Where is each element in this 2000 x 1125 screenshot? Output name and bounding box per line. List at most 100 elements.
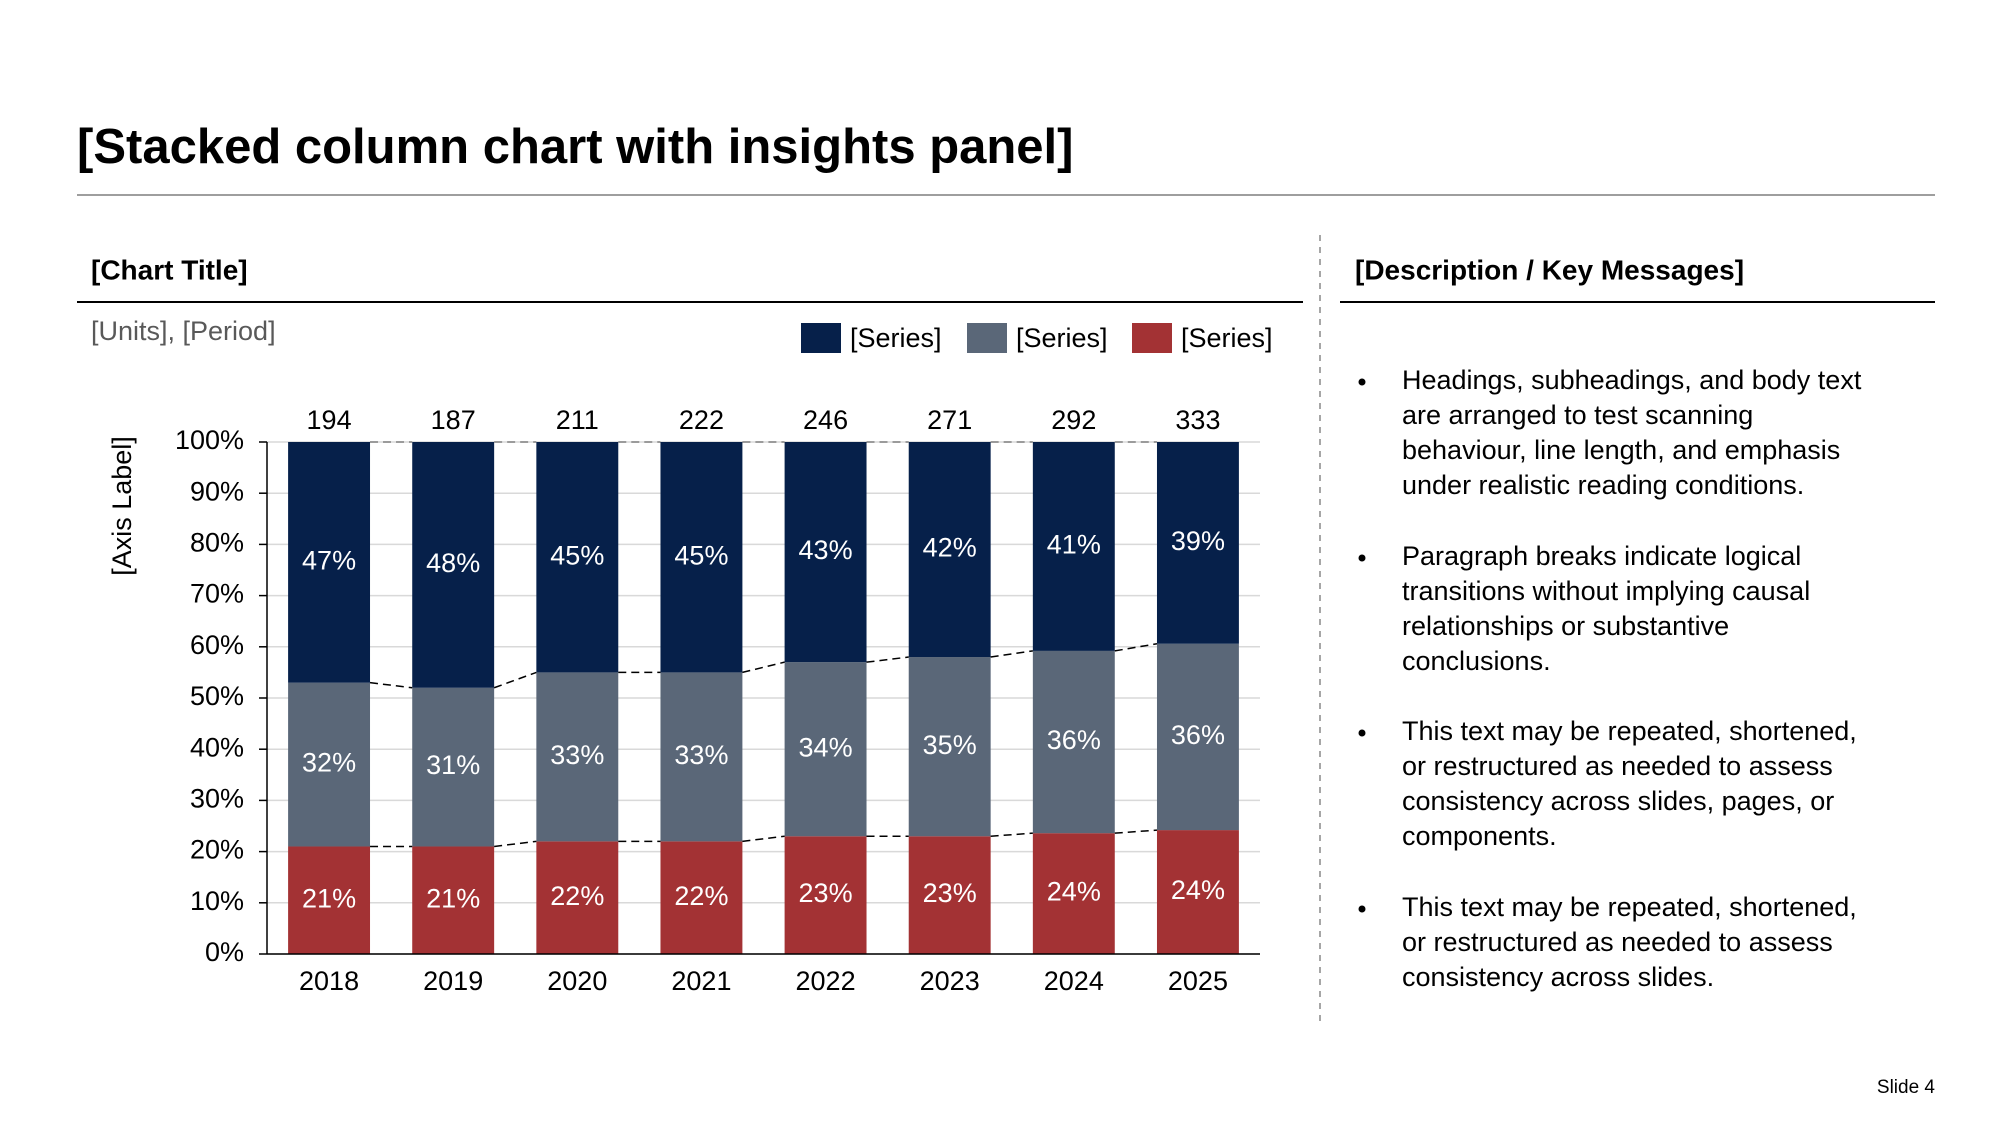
y-tick-label: 30% [190,784,244,814]
data-label: 21% [302,883,356,913]
data-label: 32% [302,748,356,778]
bar-segment [1032,833,1115,954]
total-label: 222 [679,405,724,435]
total-label: 292 [1051,405,1096,435]
data-label: 47% [302,545,356,575]
data-label: 41% [1047,530,1101,560]
data-label: 45% [550,540,604,570]
bar-segment [784,662,867,837]
total-label: 194 [307,405,352,435]
y-tick-label: 20% [190,835,244,865]
bar-segment [908,657,991,837]
bullet-dot [1358,905,1366,913]
data-label: 23% [799,878,853,908]
bullet-text: components. [1402,821,1557,851]
data-label: 35% [923,730,977,760]
bullet-dot [1358,378,1366,386]
bar-segment [784,442,867,663]
data-label: 36% [1047,725,1101,755]
bar-segment [412,687,495,847]
legend-swatch [967,323,1007,353]
connector [1114,642,1158,652]
bullet-dot [1358,729,1366,737]
bar-segment [288,682,371,847]
y-tick-label: 100% [175,425,244,455]
y-tick-label: 70% [190,579,244,609]
chart-title: [Chart Title] [91,254,248,285]
connector [990,832,1033,837]
bar-segment [536,672,619,842]
slide-number: Slide 4 [1877,1077,1936,1098]
data-label: 24% [1171,875,1225,905]
bullet-text: behaviour, line length, and emphasis [1402,435,1840,465]
bullet-text: This text may be repeated, shortened, [1402,892,1857,922]
bar-segment [784,836,867,954]
total-label: 187 [431,405,476,435]
total-label: 211 [556,405,599,435]
bullet-text: Paragraph breaks indicate logical [1402,541,1801,571]
bar-segment [288,846,371,954]
y-tick-label: 60% [190,630,244,660]
data-label: 31% [426,750,480,780]
data-label: 23% [923,878,977,908]
bar-segment [908,836,991,954]
bar-segment [536,841,619,954]
bar-segment [1032,650,1115,834]
data-label: 22% [674,881,728,911]
x-tick-label: 2022 [796,966,856,996]
y-tick-label: 0% [205,937,244,967]
bar-segment [1032,442,1115,651]
bullet-text: consistency across slides, pages, or [1402,786,1834,816]
bar-segment [536,442,619,673]
x-tick-label: 2021 [671,966,731,996]
y-tick-label: 50% [190,681,244,711]
total-label: 271 [927,405,972,435]
x-tick-label: 2024 [1044,966,1104,996]
bar-segment [1156,442,1239,644]
data-label: 39% [1171,526,1225,556]
bullet-text: are arranged to test scanning [1402,400,1753,430]
data-label: 43% [799,535,853,565]
data-label: 22% [550,881,604,911]
bullet-text: transitions without implying causal [1402,576,1810,606]
data-label: 34% [799,732,853,762]
bullet-text: This text may be repeated, shortened, [1402,716,1857,746]
total-label: 333 [1175,405,1220,435]
y-tick-label: 80% [190,528,244,558]
data-label: 21% [426,883,480,913]
connector [742,835,785,843]
x-tick-label: 2023 [920,966,980,996]
bullet-text: or restructured as needed to assess [1402,751,1833,781]
slide-title: [Stacked column chart with insights pane… [77,120,1074,174]
legend-swatch [801,323,841,353]
data-label: 45% [674,540,728,570]
bar-segment [1156,643,1239,831]
connector [369,681,413,689]
bar-segment [412,846,495,954]
connector [493,671,537,689]
connector [742,661,785,674]
x-tick-label: 2018 [299,966,359,996]
legend-swatch [1132,323,1172,353]
legend-label: [Series] [850,323,942,353]
bar-segment [288,442,371,683]
total-label: 246 [803,405,848,435]
y-tick-label: 40% [190,732,244,762]
connector [990,650,1033,658]
data-label: 24% [1047,877,1101,907]
bullet-dot [1358,554,1366,562]
data-label: 33% [674,740,728,770]
bullet-text: Headings, subheadings, and body text [1402,365,1862,395]
x-tick-label: 2025 [1168,966,1228,996]
y-axis-label: [Axis Label] [107,436,137,576]
bar-segment [660,442,743,673]
panel-heading: [Description / Key Messages] [1355,254,1744,285]
bullet-text: under realistic reading conditions. [1402,470,1804,500]
connector [866,656,909,663]
bar-segment [660,841,743,954]
y-tick-label: 90% [190,476,244,506]
connector [1114,829,1158,834]
data-label: 42% [923,533,977,563]
